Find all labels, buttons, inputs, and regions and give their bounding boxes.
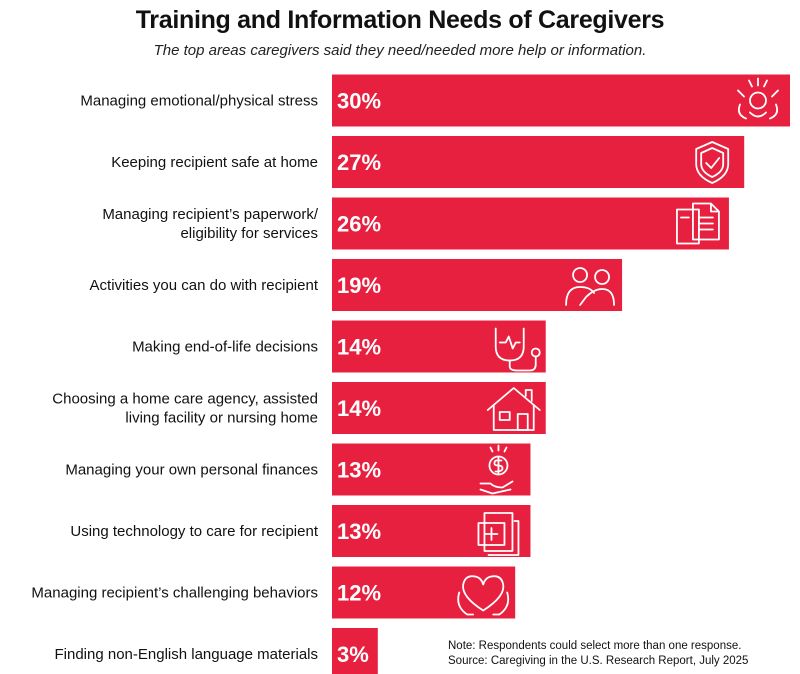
heart-hands-icon — [457, 575, 510, 616]
stethoscope-icon — [494, 327, 541, 372]
value-label: 13% — [337, 458, 381, 483]
value-label: 3% — [337, 642, 369, 667]
value-label: 12% — [337, 581, 381, 606]
value-label: 13% — [337, 519, 381, 544]
category-label: Managing recipient’s paperwork/ — [102, 206, 319, 223]
category-label: Making end-of-life decisions — [132, 339, 318, 356]
value-label: 26% — [337, 212, 381, 237]
chart-title: Training and Information Needs of Caregi… — [135, 6, 665, 34]
category-label: Keeping recipient safe at home — [111, 154, 318, 171]
category-label: living facility or nursing home — [125, 410, 318, 427]
value-label: 27% — [337, 150, 381, 175]
tablet-medical-icon — [477, 512, 520, 556]
bar — [332, 136, 745, 188]
shield-check-icon — [695, 141, 730, 184]
category-label: Activities you can do with recipient — [90, 277, 319, 294]
category-label: Choosing a home care agency, assisted — [52, 391, 318, 408]
category-label: Finding non-English language materials — [55, 646, 319, 663]
category-label: Managing emotional/physical stress — [80, 93, 318, 110]
category-label: Using technology to care for recipient — [70, 523, 318, 540]
value-label: 14% — [337, 396, 381, 421]
note-line: Note: Respondents could select more than… — [448, 640, 742, 652]
source-line: Source: Caregiving in the U.S. Research … — [448, 655, 749, 667]
people-hug-icon — [565, 267, 615, 306]
category-label: eligibility for services — [180, 225, 318, 242]
house-icon — [486, 387, 541, 431]
bar — [332, 628, 378, 674]
bar — [332, 259, 623, 311]
value-label: 14% — [337, 335, 381, 360]
money-hand-icon — [479, 444, 514, 495]
stress-icon — [737, 77, 779, 120]
chart-subtitle: The top areas caregivers said they need/… — [153, 42, 647, 59]
documents-icon — [676, 202, 720, 245]
bar — [332, 74, 790, 127]
category-label: Managing your own personal finances — [65, 462, 318, 479]
value-label: 30% — [337, 89, 381, 114]
value-label: 19% — [337, 273, 381, 298]
bar — [332, 197, 729, 250]
category-label: Managing recipient’s challenging behavio… — [31, 585, 318, 602]
chart-note: Note: Respondents could select more than… — [448, 639, 748, 669]
